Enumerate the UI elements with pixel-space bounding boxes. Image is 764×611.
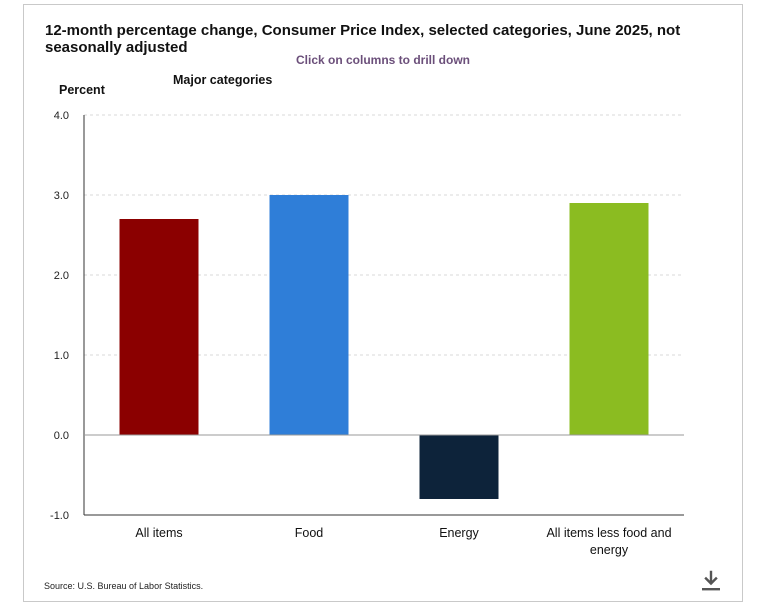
bar-4[interactable] xyxy=(569,203,649,435)
y-tick-label: 0.0 xyxy=(54,430,69,442)
x-tick-label: All items xyxy=(135,526,182,540)
bar-3[interactable] xyxy=(419,435,499,499)
x-tick-label: Food xyxy=(295,526,324,540)
bar-2[interactable] xyxy=(269,195,349,435)
x-tick-label: Energy xyxy=(439,526,479,540)
y-tick-label: 2.0 xyxy=(54,270,69,282)
bar-1[interactable] xyxy=(119,219,199,435)
y-tick-label: 1.0 xyxy=(54,350,69,362)
download-icon[interactable] xyxy=(700,570,722,592)
source-note: Source: U.S. Bureau of Labor Statistics. xyxy=(44,581,204,591)
y-tick-label: 4.0 xyxy=(54,110,69,122)
chart-subtitle: Major categories xyxy=(173,73,273,87)
chart-title: 12-month percentage change, Consumer Pri… xyxy=(45,22,681,56)
y-tick-label: 3.0 xyxy=(54,190,69,202)
drill-down-hint[interactable]: Click on columns to drill down xyxy=(296,53,471,67)
y-tick-label: -1.0 xyxy=(50,510,69,522)
y-axis-label: Percent xyxy=(59,83,105,97)
x-tick-label: All items less food and energy xyxy=(546,526,671,557)
